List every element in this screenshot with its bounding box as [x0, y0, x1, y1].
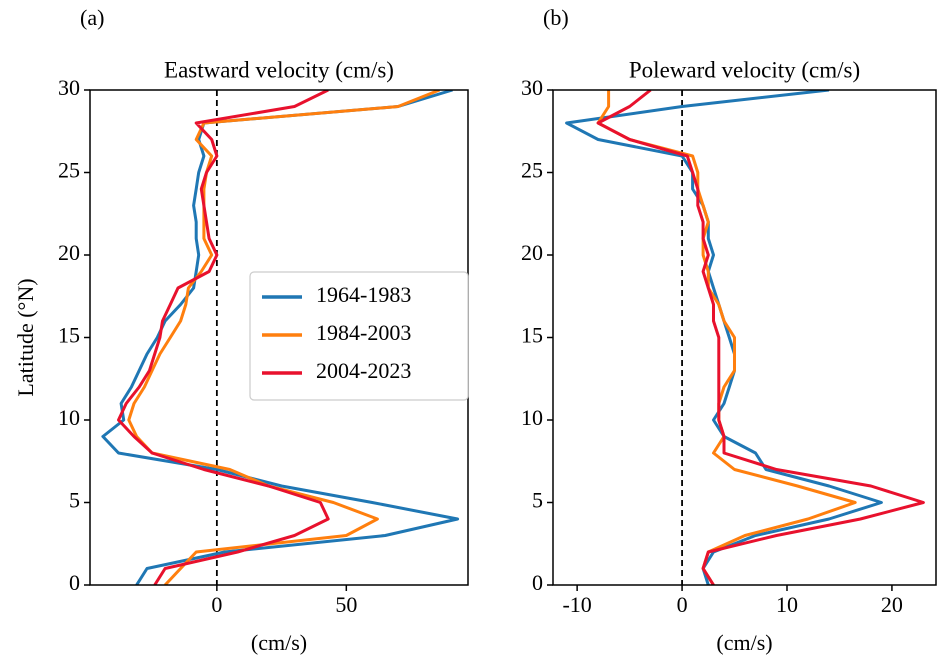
- x-tick-label: 10: [776, 592, 798, 617]
- y-tick-label: 5: [69, 488, 80, 513]
- y-tick-label: 10: [58, 405, 80, 430]
- legend-label: 1964-1983: [316, 282, 411, 307]
- plot-frame: [552, 89, 937, 586]
- series-line: [596, 90, 857, 585]
- y-tick-label: 10: [521, 405, 543, 430]
- chart-title: Eastward velocity (cm/s): [164, 57, 394, 82]
- x-tick-label: 0: [677, 592, 688, 617]
- x-axis-label: (cm/s): [716, 630, 772, 655]
- panel-label: (b): [543, 5, 569, 30]
- x-tick-label: 0: [211, 592, 222, 617]
- x-axis-label: (cm/s): [251, 630, 307, 655]
- x-tick-label: 50: [335, 592, 357, 617]
- y-tick-label: 30: [521, 75, 543, 100]
- y-tick-label: 30: [58, 75, 80, 100]
- x-tick-label: -10: [562, 592, 591, 617]
- legend-label: 1984-2003: [316, 320, 411, 345]
- y-tick-label: 0: [69, 570, 80, 595]
- y-tick-label: 20: [58, 240, 80, 265]
- series-line: [117, 90, 330, 585]
- y-tick-label: 5: [532, 488, 543, 513]
- y-axis-label: Latitude (°N): [13, 278, 38, 396]
- series-line: [596, 90, 925, 585]
- y-tick-label: 0: [532, 570, 543, 595]
- y-tick-label: 25: [58, 158, 80, 183]
- y-tick-label: 15: [58, 323, 80, 348]
- y-tick-label: 15: [521, 323, 543, 348]
- x-tick-label: 20: [881, 592, 903, 617]
- y-tick-label: 20: [521, 240, 543, 265]
- chart-title: Poleward velocity (cm/s): [629, 57, 860, 82]
- panel-label: (a): [80, 5, 104, 30]
- y-tick-label: 25: [521, 158, 543, 183]
- legend-label: 2004-2023: [316, 358, 411, 383]
- series-line: [101, 90, 460, 585]
- legend-box: [249, 271, 469, 401]
